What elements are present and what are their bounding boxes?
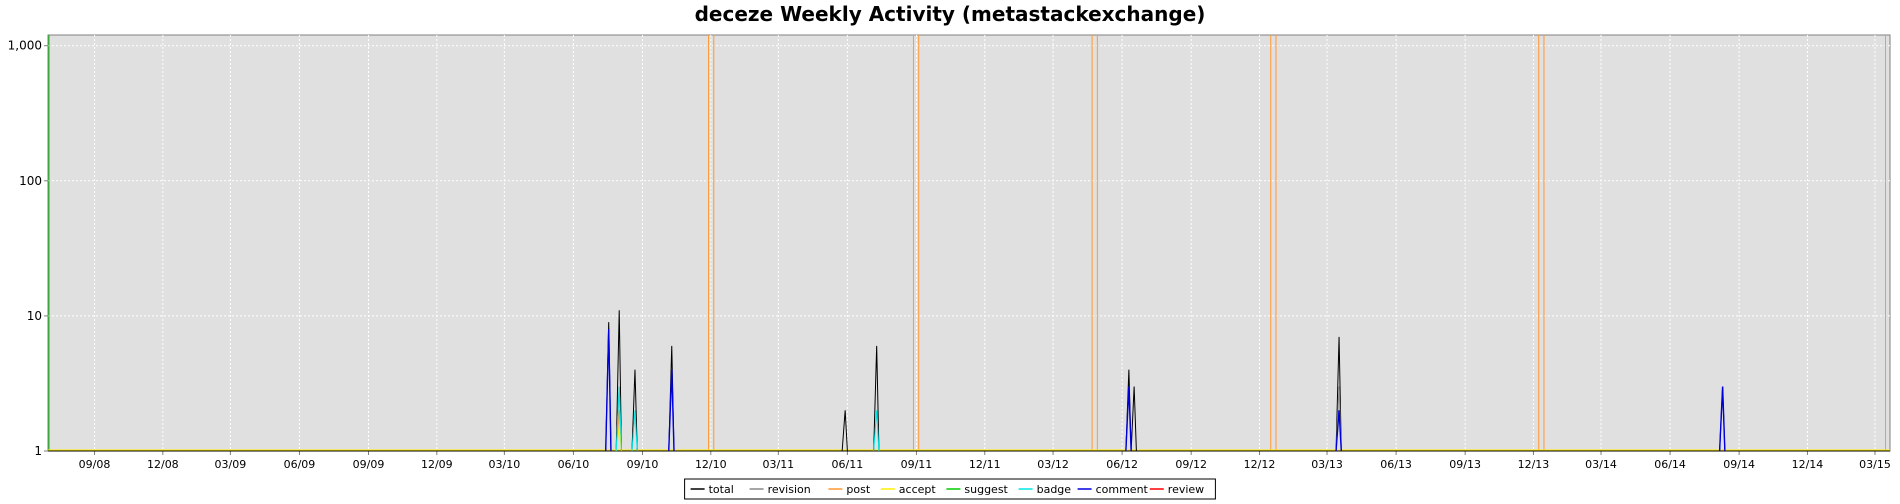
- x-tick-label: 09/08: [79, 458, 111, 471]
- series-point-badge: [873, 410, 880, 452]
- x-tick-label: 12/13: [1518, 458, 1550, 471]
- x-tick-label: 03/13: [1311, 458, 1343, 471]
- y-tick-label: 1,000: [8, 39, 42, 53]
- y-tick-label: 100: [19, 174, 42, 188]
- x-tick-label: 03/09: [215, 458, 247, 471]
- series-point-badge: [615, 386, 622, 452]
- y-tick-label: 1: [34, 444, 42, 458]
- x-tick-label: 09/10: [627, 458, 659, 471]
- legend-label-badge: badge: [1037, 483, 1072, 496]
- series-point-total: [1335, 336, 1342, 452]
- x-tick-label: 06/14: [1654, 458, 1686, 471]
- x-tick-label: 06/09: [284, 458, 316, 471]
- series-point-comment: [668, 369, 675, 452]
- x-tick-label: 12/11: [969, 458, 1001, 471]
- x-tick-label: 09/11: [901, 458, 933, 471]
- x-tick-label: 09/12: [1175, 458, 1207, 471]
- x-tick-label: 06/11: [832, 458, 864, 471]
- legend-label-comment: comment: [1096, 483, 1149, 496]
- legend-label-review: review: [1168, 483, 1204, 496]
- chart-title: deceze Weekly Activity (metastackexchang…: [694, 2, 1206, 26]
- series-point-total: [615, 310, 622, 452]
- x-tick-label: 12/12: [1244, 458, 1276, 471]
- series-point-comment: [1718, 386, 1726, 452]
- series-point-comment: [605, 328, 612, 452]
- x-tick-label: 12/10: [695, 458, 727, 471]
- legend-label-revision: revision: [768, 483, 811, 496]
- x-tick-label: 06/13: [1380, 458, 1412, 471]
- x-tick-label: 03/15: [1859, 458, 1891, 471]
- legend-label-total: total: [709, 483, 734, 496]
- series-point-total: [631, 369, 638, 452]
- x-tick-label: 09/14: [1723, 458, 1755, 471]
- y-tick-label: 10: [27, 309, 42, 323]
- series-comment: [605, 328, 1726, 452]
- series-point-badge: [631, 410, 638, 452]
- x-tick-label: 03/11: [762, 458, 794, 471]
- series-badge: [615, 386, 880, 452]
- plot-area: [47, 34, 1891, 452]
- x-tick-label: 09/13: [1449, 458, 1481, 471]
- x-tick-label: 03/10: [489, 458, 521, 471]
- legend-label-accept: accept: [899, 483, 937, 496]
- x-tick-label: 03/12: [1037, 458, 1069, 471]
- x-tick-label: 12/08: [147, 458, 179, 471]
- x-tick-label: 12/09: [421, 458, 453, 471]
- legend-label-suggest: suggest: [964, 483, 1008, 496]
- x-tick-label: 12/14: [1792, 458, 1824, 471]
- series-point-total: [841, 410, 848, 452]
- x-tick-label: 06/12: [1106, 458, 1138, 471]
- x-tick-label: 03/14: [1585, 458, 1617, 471]
- x-tick-label: 09/09: [353, 458, 385, 471]
- series-point-comment: [1125, 386, 1132, 452]
- legend-label-post: post: [846, 483, 870, 496]
- x-tick-label: 06/10: [558, 458, 590, 471]
- series-point-total: [873, 345, 880, 452]
- series-point-total: [1130, 386, 1137, 452]
- series-point-comment: [1335, 410, 1343, 452]
